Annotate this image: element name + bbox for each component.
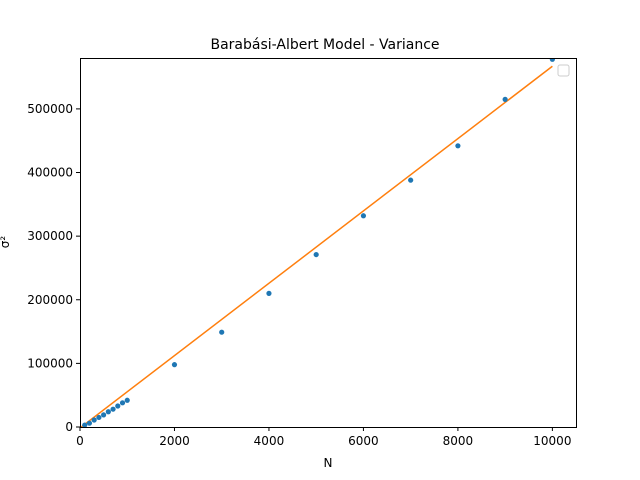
x-tick-label: 2000 <box>159 434 190 448</box>
data-point <box>266 290 272 296</box>
data-point <box>86 420 93 426</box>
y-tick-label: 400000 <box>27 166 73 180</box>
data-point <box>110 406 116 412</box>
x-tick-label: 4000 <box>254 434 285 448</box>
x-tick-label: 8000 <box>443 434 474 448</box>
data-point <box>101 412 107 418</box>
x-axis-label: N <box>324 456 333 470</box>
data-point <box>124 397 130 403</box>
data-point <box>408 177 414 183</box>
axes-layer <box>80 58 577 428</box>
data-point <box>171 362 178 368</box>
data-point <box>219 329 225 335</box>
legend <box>557 64 570 77</box>
data-point <box>313 251 319 258</box>
y-tick-label: 300000 <box>27 229 73 243</box>
data-point <box>82 422 88 427</box>
y-tick-label: 0 <box>65 420 73 434</box>
data-point <box>96 414 102 421</box>
chart-title: Barabási-Albert Model - Variance <box>210 37 439 53</box>
data-point <box>119 400 126 406</box>
x-tick-label: 6000 <box>348 434 379 448</box>
plot-layer <box>80 58 555 427</box>
axes-frame <box>80 58 577 428</box>
y-tick-label: 500000 <box>27 102 73 116</box>
y-axis-label: σ² <box>0 236 12 249</box>
data-point <box>455 143 461 149</box>
y-tick-label: 100000 <box>27 356 73 370</box>
x-tick-label: 0 <box>76 434 84 448</box>
data-point <box>91 417 97 423</box>
ticks-layer: 0 2000 4000 6000 8000 10000010000020000030000… <box>27 102 571 448</box>
legend-box <box>557 64 570 77</box>
data-point <box>502 96 508 102</box>
x-tick-label: 10000 <box>533 434 571 448</box>
fit-line <box>80 65 553 427</box>
data-point <box>115 403 121 409</box>
y-tick-label: 200000 <box>27 293 73 307</box>
data-point <box>360 213 367 219</box>
data-point <box>105 409 111 415</box>
